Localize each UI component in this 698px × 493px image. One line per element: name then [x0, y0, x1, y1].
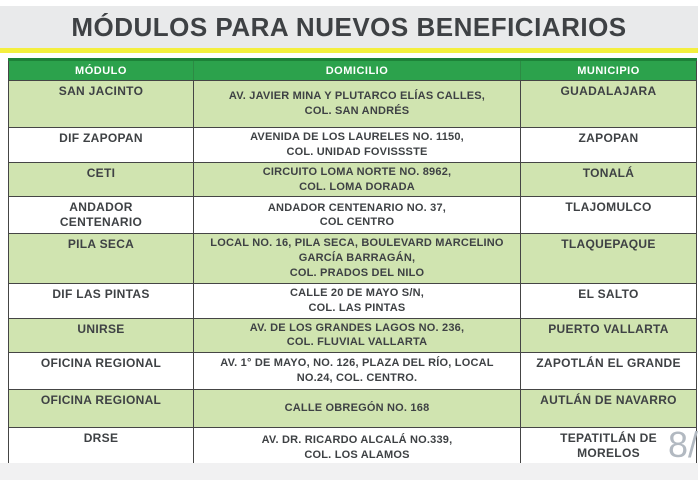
- municipio-cell: TLAJOMULCO: [520, 196, 697, 235]
- municipio-cell: TONALÁ: [520, 161, 697, 198]
- table-row: PILA SECA LOCAL NO. 16, PILA SECA, BOULE…: [8, 233, 697, 284]
- modulo-cell: UNIRSE: [8, 317, 194, 354]
- domicilio-cell: LOCAL NO. 16, PILA SECA, BOULEVARD MARCE…: [193, 233, 521, 284]
- domicilio-cell: AV. 1° DE MAYO, NO. 126, PLAZA DEL RÍO, …: [193, 352, 521, 391]
- municipio-cell: EL SALTO: [520, 282, 697, 319]
- municipio-cell: TEPATITLÁN DE MORELOS: [520, 427, 697, 469]
- yellow-divider: [0, 48, 698, 53]
- modulo-cell: DIF LAS PINTAS: [8, 282, 194, 319]
- modulo-cell: OFICINA REGIONAL: [8, 352, 194, 391]
- modulo-cell: CETI: [8, 161, 194, 198]
- municipio-cell: TLAQUEPAQUE: [520, 233, 697, 284]
- table-row: ANDADOR CENTENARIO ANDADOR CENTENARIO NO…: [8, 196, 697, 235]
- domicilio-cell: AV. DE LOS GRANDES LAGOS NO. 236, COL. F…: [193, 317, 521, 354]
- bottom-gray-band: [0, 463, 698, 480]
- domicilio-cell: AVENIDA DE LOS LAURELES NO. 1150, COL. U…: [193, 127, 521, 163]
- column-header-modulo: MÓDULO: [8, 58, 194, 81]
- modulo-cell: DRSE: [8, 427, 194, 469]
- title-band: MÓDULOS PARA NUEVOS BENEFICIARIOS: [0, 6, 698, 48]
- table-row: OFICINA REGIONAL CALLE OBREGÓN NO. 168 A…: [8, 389, 697, 429]
- domicilio-cell: AV. DR. RICARDO ALCALÁ NO.339, COL. LOS …: [193, 427, 521, 469]
- municipio-cell: ZAPOPAN: [520, 127, 697, 163]
- domicilio-cell: AV. JAVIER MINA Y PLUTARCO ELÍAS CALLES,…: [193, 80, 521, 128]
- table-row: DIF LAS PINTAS CALLE 20 DE MAYO S/N, COL…: [8, 282, 697, 319]
- municipio-cell: PUERTO VALLARTA: [520, 317, 697, 354]
- modulo-cell: PILA SECA: [8, 233, 194, 284]
- modules-table: MÓDULO DOMICILIO MUNICIPIO SAN JACINTO A…: [8, 58, 697, 469]
- domicilio-cell: ANDADOR CENTENARIO NO. 37, COL CENTRO: [193, 196, 521, 235]
- table-row: CETI CIRCUITO LOMA NORTE NO. 8962, COL. …: [8, 161, 697, 198]
- municipio-cell: ZAPOTLÁN EL GRANDE: [520, 352, 697, 391]
- modulo-cell: OFICINA REGIONAL: [8, 389, 194, 429]
- table-header: MÓDULO DOMICILIO MUNICIPIO: [8, 58, 697, 81]
- table-row: UNIRSE AV. DE LOS GRANDES LAGOS NO. 236,…: [8, 317, 697, 354]
- modulo-cell: SAN JACINTO: [8, 80, 194, 128]
- table-row: DIF ZAPOPAN AVENIDA DE LOS LAURELES NO. …: [8, 127, 697, 163]
- municipio-cell: AUTLÁN DE NAVARRO: [520, 389, 697, 429]
- table-row: DRSE AV. DR. RICARDO ALCALÁ NO.339, COL.…: [8, 427, 697, 469]
- domicilio-cell: CIRCUITO LOMA NORTE NO. 8962, COL. LOMA …: [193, 161, 521, 198]
- column-header-municipio: MUNICIPIO: [520, 58, 697, 81]
- table-row: SAN JACINTO AV. JAVIER MINA Y PLUTARCO E…: [8, 80, 697, 128]
- modulo-cell: DIF ZAPOPAN: [8, 127, 194, 163]
- page-number: 8/: [668, 424, 698, 465]
- domicilio-cell: CALLE 20 DE MAYO S/N, COL. LAS PINTAS: [193, 282, 521, 319]
- domicilio-cell: CALLE OBREGÓN NO. 168: [193, 389, 521, 429]
- modulo-cell: ANDADOR CENTENARIO: [8, 196, 194, 235]
- page-title: MÓDULOS PARA NUEVOS BENEFICIARIOS: [71, 11, 627, 42]
- column-header-domicilio: DOMICILIO: [193, 58, 521, 81]
- municipio-cell: GUADALAJARA: [520, 80, 697, 128]
- table-row: OFICINA REGIONAL AV. 1° DE MAYO, NO. 126…: [8, 352, 697, 391]
